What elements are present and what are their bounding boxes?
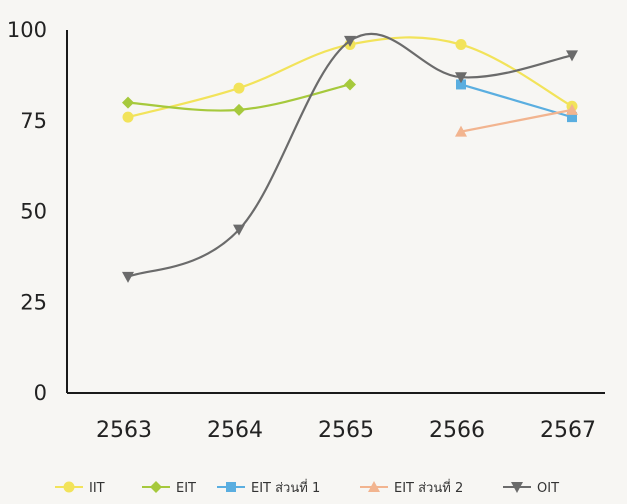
data-point (122, 271, 134, 283)
data-point (456, 79, 466, 90)
data-point (455, 39, 467, 51)
y-tick-label: 25 (20, 290, 47, 314)
series-line (460, 83, 573, 119)
series-3 (455, 103, 578, 137)
data-point (344, 35, 356, 47)
y-tick-label: 100 (7, 18, 47, 42)
legend-item: EIT (142, 481, 196, 496)
data-point (566, 103, 578, 115)
y-tick-label: 75 (20, 109, 47, 133)
series-line (127, 32, 573, 278)
y-tick-labels: 0 25 50 75 100 (7, 18, 47, 405)
legend-marker (150, 481, 162, 493)
legend-marker (226, 482, 236, 492)
y-tick-label: 50 (20, 200, 47, 224)
series-2 (456, 79, 577, 123)
data-point (122, 111, 134, 123)
data-point (567, 112, 577, 123)
legend-item: EIT ส่วนที่ 2 (360, 479, 463, 496)
y-tick-label: 0 (34, 381, 47, 405)
x-tick-label: 2564 (207, 418, 263, 443)
legend-label: IIT (89, 481, 105, 496)
data-point (455, 125, 467, 137)
data-point (455, 72, 467, 84)
legend-item: OIT (503, 481, 559, 496)
data-point (122, 96, 134, 109)
legend-label: EIT ส่วนที่ 1 (251, 479, 320, 496)
legend-item: IIT (55, 481, 105, 496)
series-4 (122, 32, 578, 283)
data-point (566, 50, 578, 62)
legend-item: EIT ส่วนที่ 1 (217, 479, 320, 496)
x-tick-label: 2567 (540, 418, 596, 443)
chart-legend: IIT EIT EIT ส่วนที่ 1 EIT ส่วนที่ 2 OIT (55, 479, 559, 496)
data-point (233, 224, 245, 236)
series-layer (122, 32, 578, 283)
legend-marker (63, 481, 75, 493)
legend-marker (368, 481, 380, 492)
series-line (460, 108, 573, 133)
data-point (233, 103, 245, 116)
chart-axes (66, 30, 605, 394)
legend-label: EIT (176, 481, 196, 496)
legend-marker (511, 482, 523, 493)
series-1 (122, 78, 356, 116)
legend-label: EIT ส่วนที่ 2 (394, 479, 463, 496)
x-tick-label: 2565 (318, 418, 374, 443)
data-point (233, 82, 245, 94)
x-tick-labels: 2563 2564 2565 2566 2567 (96, 418, 596, 443)
x-tick-label: 2563 (96, 418, 152, 443)
legend-label: OIT (537, 481, 559, 496)
data-point (344, 78, 356, 91)
x-tick-label: 2566 (429, 418, 485, 443)
